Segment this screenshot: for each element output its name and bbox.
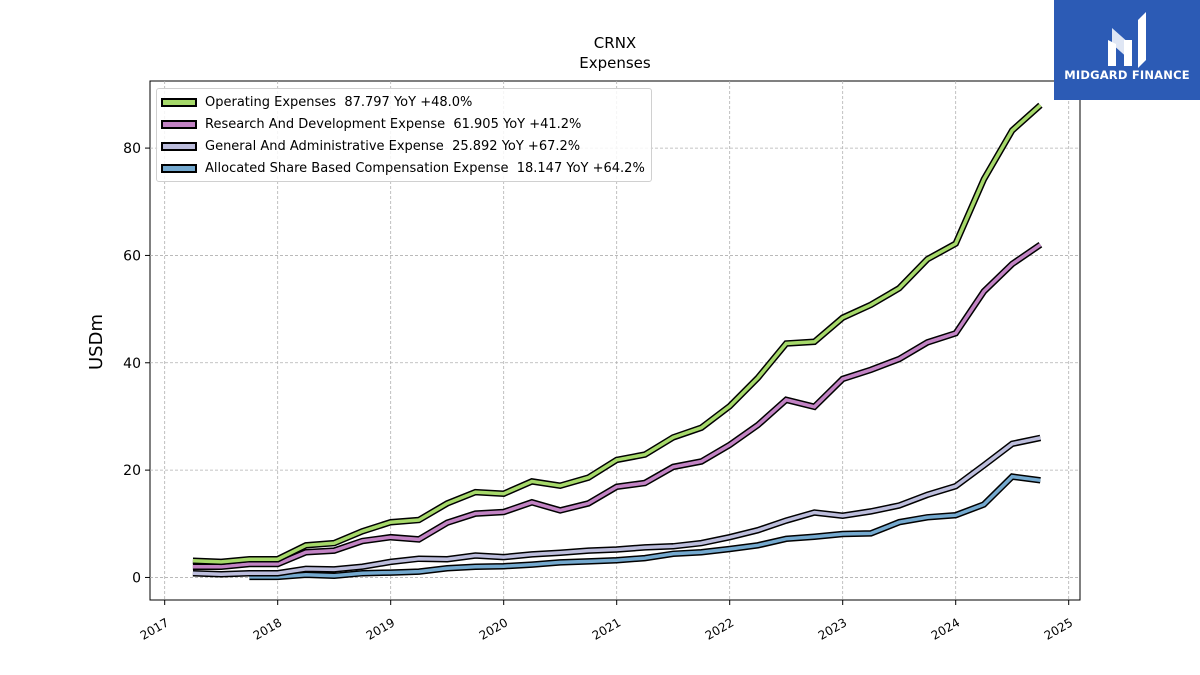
series-line: [192, 243, 1042, 569]
midgard-logo-icon: [1108, 12, 1146, 68]
legend-item: Allocated Share Based Compensation Expen…: [161, 157, 645, 179]
legend-swatch: [161, 97, 197, 107]
legend-label: General And Administrative Expense 25.89…: [205, 138, 581, 154]
legend-label: Research And Development Expense 61.905 …: [205, 116, 582, 132]
y-tick-label: 80: [123, 141, 141, 157]
chart-subtitle: Expenses: [579, 54, 651, 72]
series-line: [192, 103, 1042, 564]
x-tick-label: 2018: [251, 615, 284, 642]
x-tick-label: 2020: [477, 615, 510, 642]
legend-swatch: [161, 163, 197, 173]
chart-title: CRNX: [594, 34, 636, 52]
brand-logo: MIDGARD FINANCE: [1054, 0, 1200, 100]
legend-item: Research And Development Expense 61.905 …: [161, 113, 645, 135]
plot-frame: [149, 80, 1081, 601]
x-tick-label: 2021: [590, 615, 623, 642]
x-tick-label: 2025: [1042, 615, 1075, 642]
axes: 2017 2018 2019 2020 2021 2022 2023 2024 2025 0 20 4…: [123, 141, 1075, 643]
x-tick-label: 2024: [929, 615, 962, 642]
y-axis-label: USDm: [86, 314, 107, 370]
legend-item: General And Administrative Expense 25.89…: [161, 135, 645, 157]
y-tick-label: 0: [132, 570, 141, 586]
x-tick-label: 2017: [138, 615, 171, 642]
y-tick-label: 40: [123, 356, 141, 372]
legend-swatch: [161, 119, 197, 129]
legend-label: Allocated Share Based Compensation Expen…: [205, 160, 645, 176]
y-tick-label: 60: [123, 248, 141, 264]
legend-swatch: [161, 141, 197, 151]
x-tick-label: 2022: [703, 615, 736, 642]
x-tick-label: 2019: [364, 615, 397, 642]
chart-legend: Operating Expenses 87.797 YoY +48.0% Res…: [156, 88, 652, 182]
y-tick-label: 20: [123, 463, 141, 479]
legend-item: Operating Expenses 87.797 YoY +48.0%: [161, 91, 645, 113]
series-lines: [192, 102, 1043, 581]
series-line: [249, 474, 1041, 579]
series-line: [192, 436, 1041, 576]
legend-label: Operating Expenses 87.797 YoY +48.0%: [205, 94, 473, 110]
x-tick-label: 2023: [816, 615, 849, 642]
brand-name: MIDGARD FINANCE: [1064, 68, 1190, 82]
